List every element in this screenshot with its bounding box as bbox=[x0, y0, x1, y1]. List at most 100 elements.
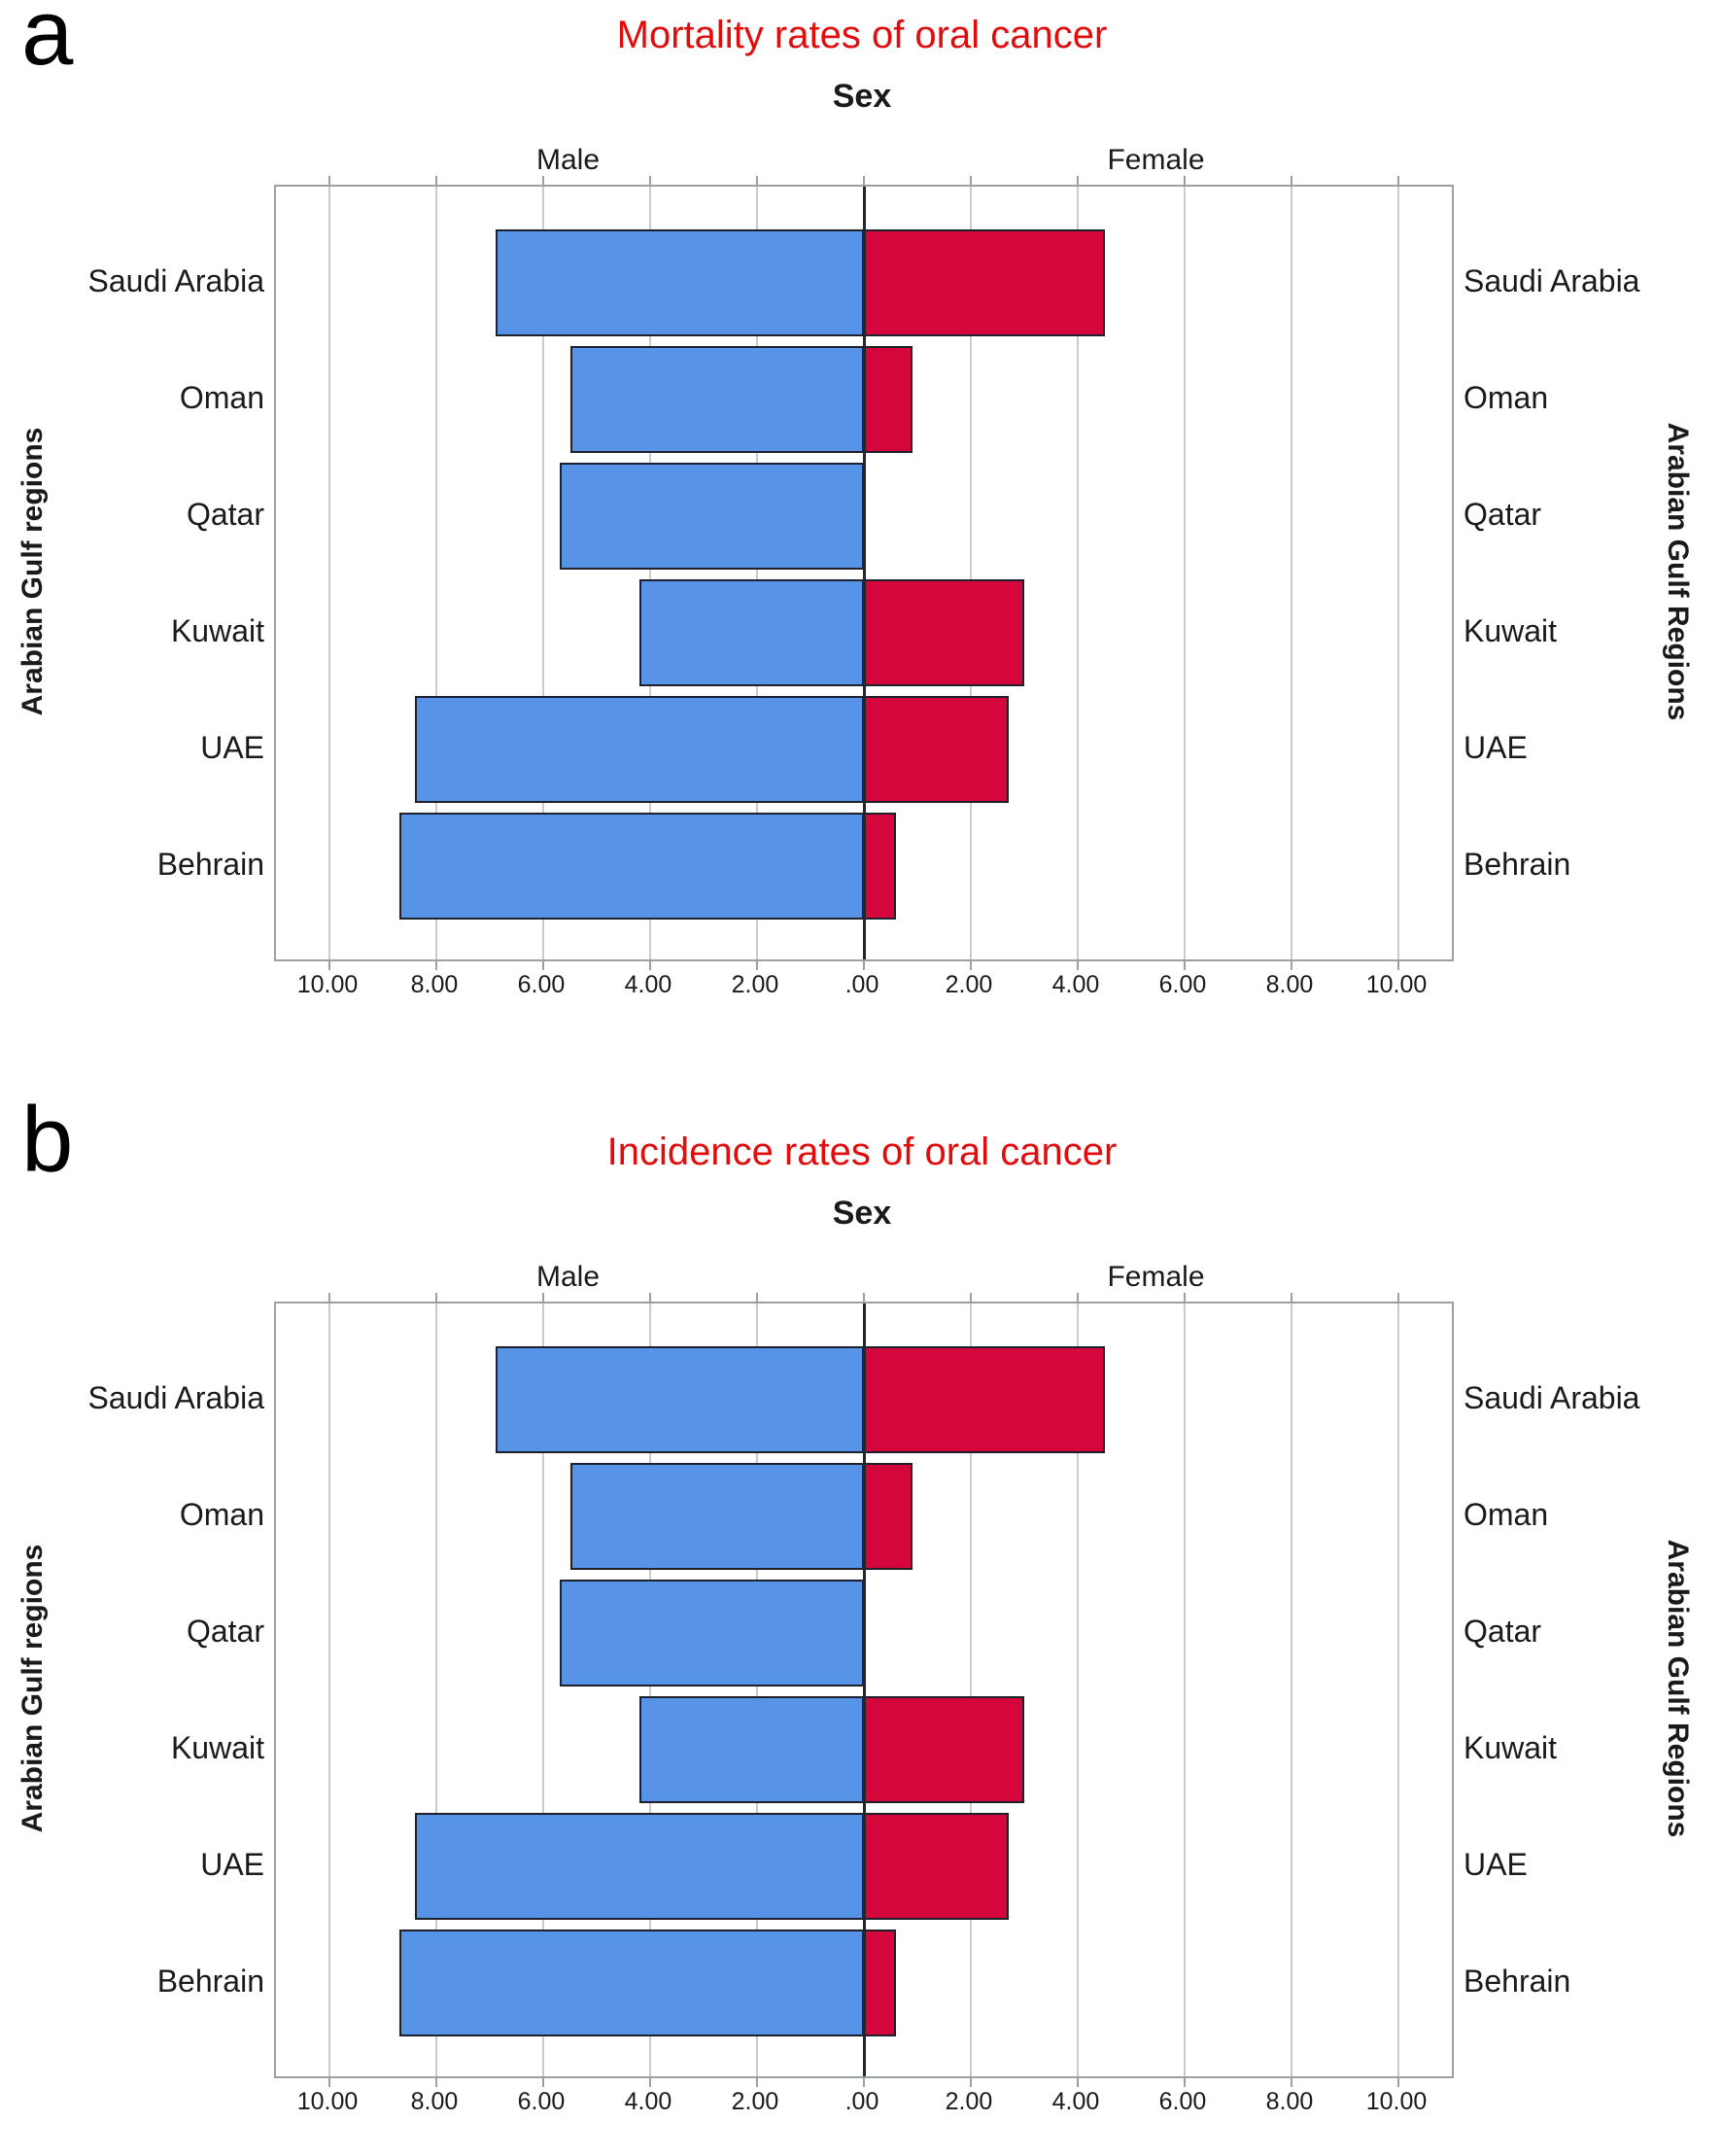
bar-female-uae bbox=[864, 1813, 1009, 1920]
axis-tick bbox=[970, 1293, 972, 1302]
gridline bbox=[435, 1304, 437, 2076]
x-tick-label: 2.00 bbox=[945, 971, 993, 998]
gridline bbox=[756, 1304, 758, 2076]
bar-male-oman bbox=[569, 346, 864, 453]
bar-male-behrain bbox=[398, 1930, 864, 2036]
x-tick-label: 10.00 bbox=[1365, 2088, 1428, 2115]
axis-tick bbox=[542, 2078, 544, 2087]
gridline bbox=[1184, 1304, 1186, 2076]
x-tick-label: 8.00 bbox=[1265, 971, 1314, 998]
axis-tick bbox=[328, 2078, 330, 2087]
bar-female-uae bbox=[864, 696, 1009, 803]
male-series-label: Male bbox=[535, 144, 601, 176]
bar-male-oman bbox=[569, 1463, 864, 1570]
axis-tick bbox=[1397, 176, 1399, 185]
gridline bbox=[328, 1304, 330, 2076]
x-tick-label: 6.00 bbox=[517, 971, 566, 998]
bar-female-oman bbox=[864, 1463, 913, 1570]
x-tick-label: .00 bbox=[844, 971, 879, 998]
bar-male-uae bbox=[415, 696, 864, 803]
axis-tick bbox=[435, 2078, 437, 2087]
chart-title-incidence: Incidence rates of oral cancer bbox=[606, 1130, 1118, 1173]
panel-letter-b: b bbox=[21, 1088, 74, 1192]
axis-tick bbox=[1291, 1293, 1292, 1302]
gridline bbox=[1291, 187, 1292, 959]
category-label-left-oman: Oman bbox=[179, 380, 264, 415]
axis-tick bbox=[1397, 2078, 1399, 2087]
axis-tick bbox=[756, 961, 758, 970]
gridline bbox=[542, 1304, 544, 2076]
bar-male-kuwait bbox=[639, 1696, 864, 1803]
x-tick-label: 8.00 bbox=[1265, 2088, 1314, 2115]
bar-male-saudi-arabia bbox=[495, 1346, 864, 1453]
center-axis-line bbox=[863, 1304, 866, 2076]
x-tick-label: 6.00 bbox=[1158, 2088, 1207, 2115]
x-tick-label: 4.00 bbox=[1051, 971, 1100, 998]
gridline bbox=[1397, 1304, 1399, 2076]
axis-tick bbox=[1397, 1293, 1399, 1302]
axis-tick bbox=[435, 176, 437, 185]
category-label-left-kuwait: Kuwait bbox=[170, 1730, 264, 1765]
bar-male-qatar bbox=[559, 463, 864, 570]
gridline bbox=[756, 187, 758, 959]
x-tick-label: 2.00 bbox=[731, 2088, 779, 2115]
axis-tick bbox=[649, 961, 651, 970]
axis-tick bbox=[970, 2078, 972, 2087]
axis-tick bbox=[1184, 1293, 1186, 1302]
sex-group-header: Sex bbox=[832, 78, 892, 115]
x-tick-label: 2.00 bbox=[731, 971, 779, 998]
axis-tick bbox=[649, 176, 651, 185]
axis-tick bbox=[1291, 2078, 1292, 2087]
panel-mortality: a Mortality rates of oral cancer Sex Mal… bbox=[17, 0, 1694, 998]
axis-tick bbox=[756, 2078, 758, 2087]
gridline bbox=[1397, 187, 1399, 959]
axis-tick bbox=[863, 1293, 865, 1302]
category-label-left-saudi-arabia: Saudi Arabia bbox=[87, 1380, 264, 1415]
x-tick-label: 4.00 bbox=[624, 2088, 672, 2115]
bar-male-qatar bbox=[559, 1580, 864, 1687]
female-series-label: Female bbox=[1107, 144, 1205, 176]
category-label-left-behrain: Behrain bbox=[156, 847, 264, 882]
axis-tick bbox=[1077, 176, 1079, 185]
axis-tick bbox=[1077, 961, 1079, 970]
axis-tick bbox=[756, 1293, 758, 1302]
category-label-left-behrain: Behrain bbox=[156, 1964, 264, 1999]
gridline bbox=[649, 1304, 651, 2076]
axis-tick bbox=[863, 961, 865, 970]
axis-tick bbox=[328, 961, 330, 970]
axis-tick bbox=[863, 176, 865, 185]
bar-female-saudi-arabia bbox=[864, 1346, 1105, 1453]
axis-tick bbox=[649, 2078, 651, 2087]
right-axis-title: Arabian Gulf Regions bbox=[1662, 1539, 1694, 1837]
x-tick-label: 4.00 bbox=[1051, 2088, 1100, 2115]
bar-female-behrain bbox=[864, 813, 896, 920]
category-label-left-uae: UAE bbox=[200, 1847, 264, 1882]
gridline bbox=[435, 187, 437, 959]
axis-tick bbox=[328, 1293, 330, 1302]
x-tick-label: 8.00 bbox=[410, 971, 459, 998]
x-tick-label: 10.00 bbox=[296, 971, 359, 998]
gridline bbox=[649, 187, 651, 959]
gridline bbox=[1077, 187, 1079, 959]
x-tick-label: 8.00 bbox=[410, 2088, 459, 2115]
panel-letter-a: a bbox=[21, 0, 74, 85]
axis-tick bbox=[649, 1293, 651, 1302]
bar-female-kuwait bbox=[864, 1696, 1024, 1803]
axis-tick bbox=[435, 961, 437, 970]
axis-tick bbox=[1184, 2078, 1186, 2087]
x-tick-label: 6.00 bbox=[1158, 971, 1207, 998]
x-tick-label: 2.00 bbox=[945, 2088, 993, 2115]
axis-tick bbox=[1291, 961, 1292, 970]
category-label-left-saudi-arabia: Saudi Arabia bbox=[87, 263, 264, 298]
center-axis-line bbox=[863, 187, 866, 959]
category-label-left-oman: Oman bbox=[179, 1497, 264, 1532]
bar-female-saudi-arabia bbox=[864, 229, 1105, 336]
gridline bbox=[970, 187, 972, 959]
bar-female-kuwait bbox=[864, 579, 1024, 686]
left-axis-title: Arabian Gulf regions bbox=[17, 1544, 49, 1832]
axis-tick bbox=[863, 2078, 865, 2087]
plot-area bbox=[274, 1293, 1454, 2087]
gridline bbox=[970, 1304, 972, 2076]
chart-title-mortality: Mortality rates of oral cancer bbox=[616, 14, 1108, 56]
axis-tick bbox=[1397, 961, 1399, 970]
